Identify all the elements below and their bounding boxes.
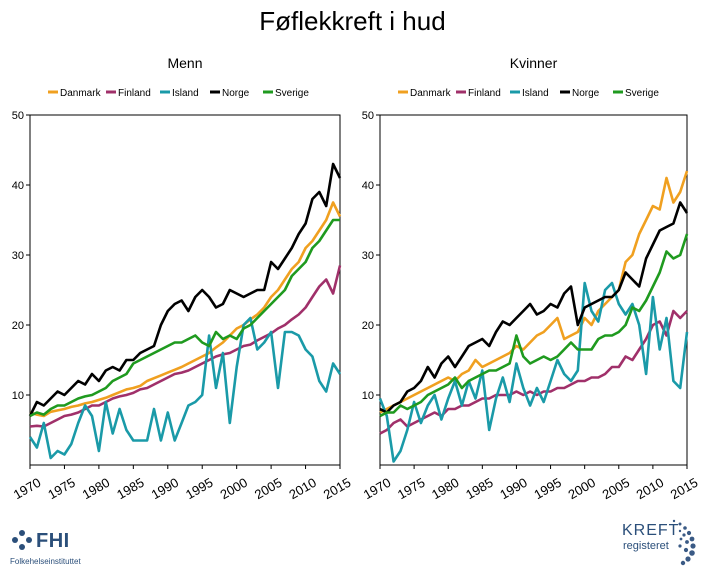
fhi-logo-name: FHI xyxy=(36,530,70,552)
legend-label-finland: Finland xyxy=(118,88,151,99)
series-line-finland xyxy=(29,265,342,428)
kreftregisteret-logo-line2: registeret xyxy=(623,540,669,552)
x-tick-label: 1980 xyxy=(80,475,113,502)
x-tick-label: 1995 xyxy=(531,475,564,502)
series-line-sverige xyxy=(29,218,340,418)
x-tick-label: 2015 xyxy=(321,475,354,502)
fhi-logo xyxy=(8,522,118,570)
y-tick-label: 50 xyxy=(12,110,24,122)
x-tick-label: 1990 xyxy=(149,475,182,502)
x-tick-label: 1975 xyxy=(45,475,78,502)
legend-label-finland: Finland xyxy=(468,88,501,99)
x-tick-label: 1985 xyxy=(114,475,147,502)
chart-panel-kvinner: Kvinner Danmark Finland Island Norge Sverige 1… xyxy=(361,55,701,502)
x-tick-label: 2010 xyxy=(286,475,319,502)
fhi-logo-mark-icon xyxy=(12,530,32,550)
legend-label-norge: Norge xyxy=(222,88,250,99)
x-tick-label: 2005 xyxy=(600,475,633,502)
fhi-logo-subtitle: Folkehelseinstituttet xyxy=(10,557,81,566)
series-line-sverige xyxy=(379,233,689,418)
y-tick-label: 20 xyxy=(12,320,24,332)
x-tick-label: 2005 xyxy=(252,475,285,502)
x-tick-label: 2000 xyxy=(217,475,250,502)
x-tick-label: 1990 xyxy=(497,475,530,502)
legend-label-danmark: Danmark xyxy=(410,88,452,99)
chart-panel-menn: Menn Danmark Finland Island Norge Sverige 10 20… xyxy=(11,55,354,502)
legend-label-island: Island xyxy=(522,88,549,99)
kreftregisteret-logo-line1: KREFT xyxy=(622,522,680,539)
main-title: Føflekkreft i hud xyxy=(259,6,446,36)
legend-label-island: Island xyxy=(172,88,199,99)
legend-label-norge: Norge xyxy=(572,88,600,99)
x-tick-label: 2010 xyxy=(634,475,667,502)
series-line-island xyxy=(28,316,342,460)
y-tick-label: 50 xyxy=(362,110,374,122)
series-line-island xyxy=(378,281,689,463)
kreftregisteret-logo xyxy=(614,515,704,573)
plot-frame xyxy=(379,114,688,466)
x-tick-label: 1995 xyxy=(183,475,216,502)
series-line-danmark xyxy=(29,201,342,418)
series-line-danmark xyxy=(379,170,689,414)
y-tick-label: 10 xyxy=(12,390,24,402)
legend-label-sverige: Sverige xyxy=(275,88,309,99)
x-tick-label: 1975 xyxy=(395,475,428,502)
kreftregisteret-dots-icon xyxy=(672,519,696,566)
y-tick-label: 30 xyxy=(362,250,374,262)
y-tick-label: 10 xyxy=(362,390,374,402)
legend-label-sverige: Sverige xyxy=(625,88,659,99)
x-tick-label: 2015 xyxy=(668,475,701,502)
x-tick-label: 1980 xyxy=(429,475,462,502)
x-tick-label: 2000 xyxy=(565,475,598,502)
x-tick-label: 1970 xyxy=(11,475,44,502)
series-line-norge xyxy=(28,162,342,417)
x-tick-label: 1985 xyxy=(463,475,496,502)
y-tick-label: 20 xyxy=(362,320,374,332)
y-tick-label: 30 xyxy=(12,250,24,262)
plot-frame xyxy=(29,114,341,466)
y-tick-label: 40 xyxy=(362,180,374,192)
panel-title: Menn xyxy=(167,55,202,71)
legend-label-danmark: Danmark xyxy=(60,88,102,99)
x-tick-label: 1970 xyxy=(361,475,394,502)
panel-title: Kvinner xyxy=(510,55,558,71)
series-line-norge xyxy=(379,201,689,414)
y-tick-label: 40 xyxy=(12,180,24,192)
